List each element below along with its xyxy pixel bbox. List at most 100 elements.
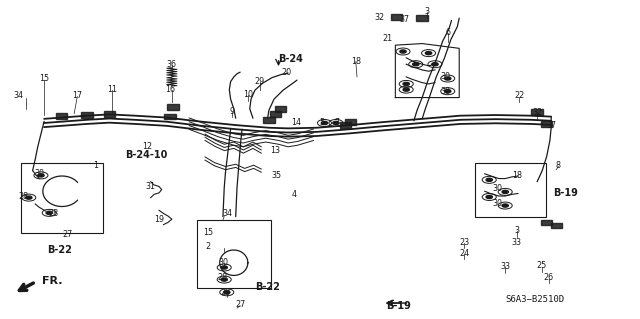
Circle shape — [26, 196, 32, 199]
Bar — [391, 14, 403, 20]
Text: 33: 33 — [512, 238, 522, 247]
Text: 5: 5 — [319, 117, 324, 127]
Text: 33: 33 — [500, 262, 510, 271]
Circle shape — [403, 82, 410, 85]
Circle shape — [502, 190, 508, 193]
Circle shape — [221, 266, 227, 269]
Text: 15: 15 — [203, 228, 213, 237]
Text: 24: 24 — [460, 249, 469, 258]
Circle shape — [333, 122, 339, 124]
Text: 8: 8 — [556, 161, 561, 170]
Text: 1: 1 — [93, 161, 98, 170]
Bar — [269, 111, 281, 117]
Text: 28: 28 — [19, 191, 29, 201]
Text: 10: 10 — [243, 90, 253, 99]
Circle shape — [432, 63, 438, 66]
Text: 3: 3 — [424, 7, 429, 16]
Text: 18: 18 — [512, 171, 522, 180]
Text: 30: 30 — [440, 72, 450, 81]
Circle shape — [400, 50, 406, 53]
Text: 17: 17 — [72, 92, 83, 100]
Text: 37: 37 — [546, 121, 556, 130]
Text: 34: 34 — [223, 209, 232, 218]
Text: 7: 7 — [334, 117, 339, 127]
Circle shape — [38, 174, 44, 177]
Bar — [550, 223, 562, 228]
Circle shape — [486, 196, 492, 198]
Text: 15: 15 — [39, 74, 49, 83]
Bar — [340, 122, 351, 128]
Bar — [104, 111, 115, 117]
Bar — [197, 220, 271, 288]
Text: 20: 20 — [282, 68, 292, 77]
Text: 32: 32 — [374, 13, 385, 22]
Text: 19: 19 — [154, 215, 164, 224]
Circle shape — [403, 88, 410, 91]
Text: 27: 27 — [63, 230, 73, 239]
Text: 26: 26 — [543, 273, 554, 282]
Text: 2: 2 — [205, 242, 211, 251]
Bar — [275, 107, 286, 112]
Text: 30: 30 — [493, 184, 502, 193]
Circle shape — [426, 52, 432, 55]
Text: 30: 30 — [218, 258, 228, 267]
Circle shape — [321, 122, 328, 124]
Text: 18: 18 — [351, 56, 361, 65]
Bar — [56, 114, 67, 119]
Bar — [541, 219, 552, 225]
Text: 30: 30 — [493, 199, 502, 208]
Text: B-19: B-19 — [386, 301, 411, 311]
Text: 27: 27 — [235, 300, 245, 309]
Text: B-24: B-24 — [278, 55, 303, 64]
Text: 6: 6 — [445, 28, 450, 37]
Circle shape — [445, 77, 451, 80]
Text: 30: 30 — [440, 87, 450, 96]
Circle shape — [221, 278, 227, 281]
Text: 35: 35 — [271, 171, 282, 180]
Text: 23: 23 — [460, 238, 469, 247]
Text: 34: 34 — [13, 92, 24, 100]
Text: 25: 25 — [536, 261, 547, 271]
Circle shape — [445, 90, 451, 93]
Bar — [474, 163, 546, 217]
Text: 31: 31 — [146, 182, 156, 191]
Text: 37: 37 — [400, 15, 410, 24]
Circle shape — [502, 204, 508, 207]
Text: 32: 32 — [532, 108, 542, 117]
Text: B-19: B-19 — [553, 188, 578, 198]
Circle shape — [413, 63, 419, 66]
Text: 12: 12 — [143, 142, 152, 151]
Bar — [21, 163, 103, 233]
Text: 3: 3 — [514, 226, 519, 234]
Bar — [345, 119, 356, 125]
Text: 22: 22 — [514, 92, 524, 100]
Text: B-22: B-22 — [47, 245, 72, 255]
Text: 13: 13 — [270, 146, 280, 155]
Text: 28: 28 — [48, 209, 58, 218]
Bar — [168, 104, 179, 110]
Text: 4: 4 — [292, 190, 297, 199]
Bar — [541, 121, 552, 127]
Circle shape — [46, 211, 52, 214]
Circle shape — [486, 178, 492, 182]
Text: 29: 29 — [255, 77, 265, 86]
Bar — [164, 114, 175, 120]
Text: B-22: B-22 — [255, 282, 280, 292]
Circle shape — [223, 291, 230, 294]
Text: S6A3−B2510D: S6A3−B2510D — [505, 295, 564, 304]
Bar — [81, 112, 93, 118]
Text: B-24-10: B-24-10 — [125, 150, 168, 160]
Text: 36: 36 — [167, 60, 177, 69]
Bar — [531, 109, 543, 115]
Text: 16: 16 — [165, 85, 175, 94]
Text: 11: 11 — [108, 85, 118, 94]
Text: 9: 9 — [229, 108, 234, 116]
Text: 28: 28 — [220, 288, 230, 297]
Text: 28: 28 — [218, 272, 228, 281]
Text: 21: 21 — [382, 34, 392, 43]
Bar — [417, 15, 428, 21]
Bar — [263, 117, 275, 123]
Text: 14: 14 — [291, 118, 301, 128]
Text: FR.: FR. — [42, 276, 63, 286]
Text: 30: 30 — [34, 169, 44, 178]
